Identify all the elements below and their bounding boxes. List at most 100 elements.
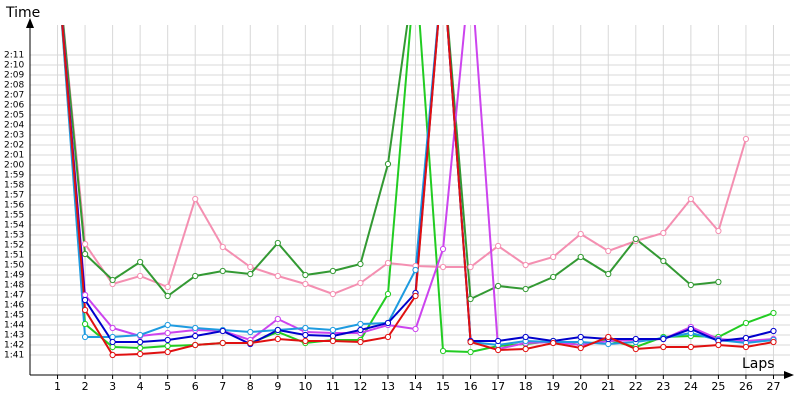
- point: [247, 328, 254, 336]
- point: [577, 333, 584, 341]
- x-tick-label: 5: [164, 380, 171, 393]
- point: [550, 339, 557, 347]
- point: [164, 342, 171, 350]
- point: [687, 343, 694, 351]
- x-tick-label: 26: [739, 380, 753, 393]
- y-tick-label: 2:07: [4, 91, 24, 101]
- point: [109, 333, 116, 341]
- y-tick-label: 1:53: [4, 231, 24, 241]
- y-tick-label: 1:45: [4, 311, 24, 321]
- x-tick-label: 12: [353, 380, 367, 393]
- point: [439, 347, 447, 355]
- y-tick-label: 1:57: [4, 191, 24, 201]
- point: [192, 341, 199, 349]
- x-tick-label: 20: [574, 380, 588, 393]
- point: [742, 135, 750, 143]
- x-tick-label: 16: [464, 380, 478, 393]
- y-tick-label: 1:49: [4, 271, 24, 281]
- point: [137, 258, 144, 266]
- point: [742, 343, 750, 351]
- point: [632, 345, 639, 353]
- point: [164, 292, 171, 300]
- point: [81, 250, 89, 258]
- y-axis-title: Time: [5, 5, 40, 21]
- point: [302, 337, 309, 345]
- point: [660, 229, 667, 237]
- point: [687, 195, 694, 203]
- point: [687, 325, 694, 333]
- point: [660, 335, 667, 343]
- point: [192, 324, 199, 332]
- point: [219, 267, 226, 275]
- y-tick-label: 1:42: [4, 341, 24, 351]
- x-tick-label: 27: [766, 380, 780, 393]
- x-tick-label: 22: [629, 380, 643, 393]
- point: [219, 243, 226, 251]
- point: [357, 320, 364, 328]
- y-tick-label: 1:47: [4, 291, 24, 301]
- point: [137, 350, 144, 358]
- grid: [30, 25, 790, 375]
- point: [247, 270, 254, 278]
- point: [742, 334, 750, 342]
- point: [384, 290, 392, 298]
- point: [605, 247, 612, 255]
- point: [715, 278, 722, 286]
- point: [164, 283, 171, 291]
- point: [329, 290, 336, 298]
- point: [522, 261, 529, 269]
- y-tick-label: 1:54: [4, 221, 24, 231]
- x-tick-label: 7: [219, 380, 226, 393]
- point: [660, 343, 667, 351]
- point: [164, 348, 171, 356]
- point: [550, 273, 557, 281]
- x-tick-label: 1: [54, 380, 61, 393]
- point: [770, 309, 777, 317]
- x-tick-label: 19: [546, 380, 560, 393]
- point: [329, 326, 336, 334]
- point: [81, 296, 89, 304]
- point: [412, 266, 419, 274]
- point: [632, 335, 639, 343]
- point: [329, 332, 336, 340]
- point: [137, 344, 144, 352]
- x-tick-label: 3: [109, 380, 116, 393]
- point: [302, 280, 309, 288]
- point: [109, 276, 116, 284]
- point: [495, 337, 502, 345]
- point: [109, 324, 116, 332]
- plot-area: [60, 25, 777, 359]
- point: [467, 348, 474, 356]
- point: [192, 272, 199, 280]
- point: [412, 325, 419, 333]
- point: [274, 272, 281, 280]
- point: [357, 279, 364, 287]
- x-axis-title: Laps: [742, 356, 775, 372]
- point: [495, 242, 502, 250]
- point: [605, 340, 612, 348]
- x-tick-label: 9: [274, 380, 281, 393]
- point: [495, 346, 502, 354]
- x-tick-label: 15: [436, 380, 450, 393]
- y-tick-label: 1:59: [4, 171, 24, 181]
- point: [550, 253, 557, 261]
- point: [274, 239, 281, 247]
- point: [274, 335, 281, 343]
- point: [660, 257, 667, 265]
- y-tick-label: 1:48: [4, 281, 24, 291]
- x-tick-label: 10: [298, 380, 312, 393]
- x-tick-label: 4: [137, 380, 144, 393]
- point: [384, 259, 392, 267]
- point: [495, 282, 502, 290]
- point: [522, 345, 529, 353]
- point: [274, 326, 281, 334]
- point: [192, 332, 199, 340]
- y-tick-label: 1:46: [4, 301, 24, 311]
- point: [219, 339, 226, 347]
- point: [467, 263, 474, 271]
- point: [384, 319, 392, 327]
- point: [81, 333, 89, 341]
- point: [274, 315, 281, 323]
- x-tick-label: 13: [381, 380, 395, 393]
